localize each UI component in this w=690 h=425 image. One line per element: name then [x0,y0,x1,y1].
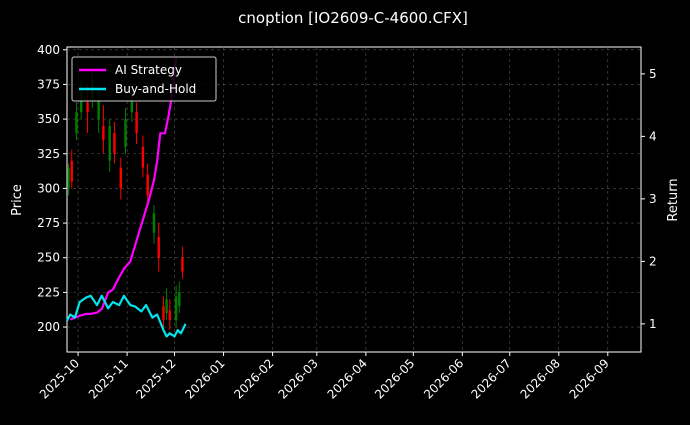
line-ai-strategy [69,58,178,321]
y-left-tick-label: 225 [37,285,60,299]
y-left-tick-label: 275 [37,216,60,230]
y-right-tick-label: 1 [649,317,657,331]
candle-body [178,292,181,307]
legend-box [71,56,217,102]
candle-body [67,167,70,189]
candle-body [157,236,160,258]
candle-body [108,126,111,161]
candle-body [75,112,78,133]
candle-body [181,257,184,272]
legend-label-ai-strategy: AI Strategy [115,63,182,77]
y-axis-right-label: Return [666,178,681,221]
candle-body [80,91,83,113]
price-candles [67,70,184,330]
line-buy-and-hold [66,294,187,338]
candle-body [152,213,156,233]
y-right-tick-label: 2 [649,254,657,268]
candle-body [86,102,89,113]
y-left-tick-label: 250 [37,251,60,265]
y-left-tick-label: 400 [37,43,60,57]
y-axis-left-label: Price [10,184,25,216]
candle-body [97,98,100,120]
y-right-tick-label: 5 [649,67,657,81]
candle-body [174,296,178,321]
candle-body [70,160,73,182]
return-lines [66,58,187,338]
candle-body [113,132,116,154]
y-left-tick-label: 325 [37,147,60,161]
y-left-tick-label: 200 [37,320,60,334]
y-left-tick-label: 375 [37,77,60,91]
candle-body [162,306,165,321]
y-left-tick-label: 350 [37,112,60,126]
chart-title: cnoption [IO2609-C-4600.CFX] [238,9,468,27]
y-right-tick-label: 4 [649,129,657,143]
legend-label-buy-and-hold: Buy-and-Hold [115,82,196,96]
candle-body [130,98,134,113]
candle-body [135,112,138,133]
candle-body [119,167,122,189]
candle-body [168,310,171,321]
candle-body [165,299,168,314]
candle-body [141,146,145,168]
y-left-tick-label: 300 [37,181,60,195]
candle-body [102,126,105,140]
candle-body [124,119,127,147]
y-right-tick-label: 3 [649,192,657,206]
grid-lines [67,47,641,352]
legend: AI Strategy Buy-and-Hold [71,56,217,102]
candle-body [146,174,149,196]
